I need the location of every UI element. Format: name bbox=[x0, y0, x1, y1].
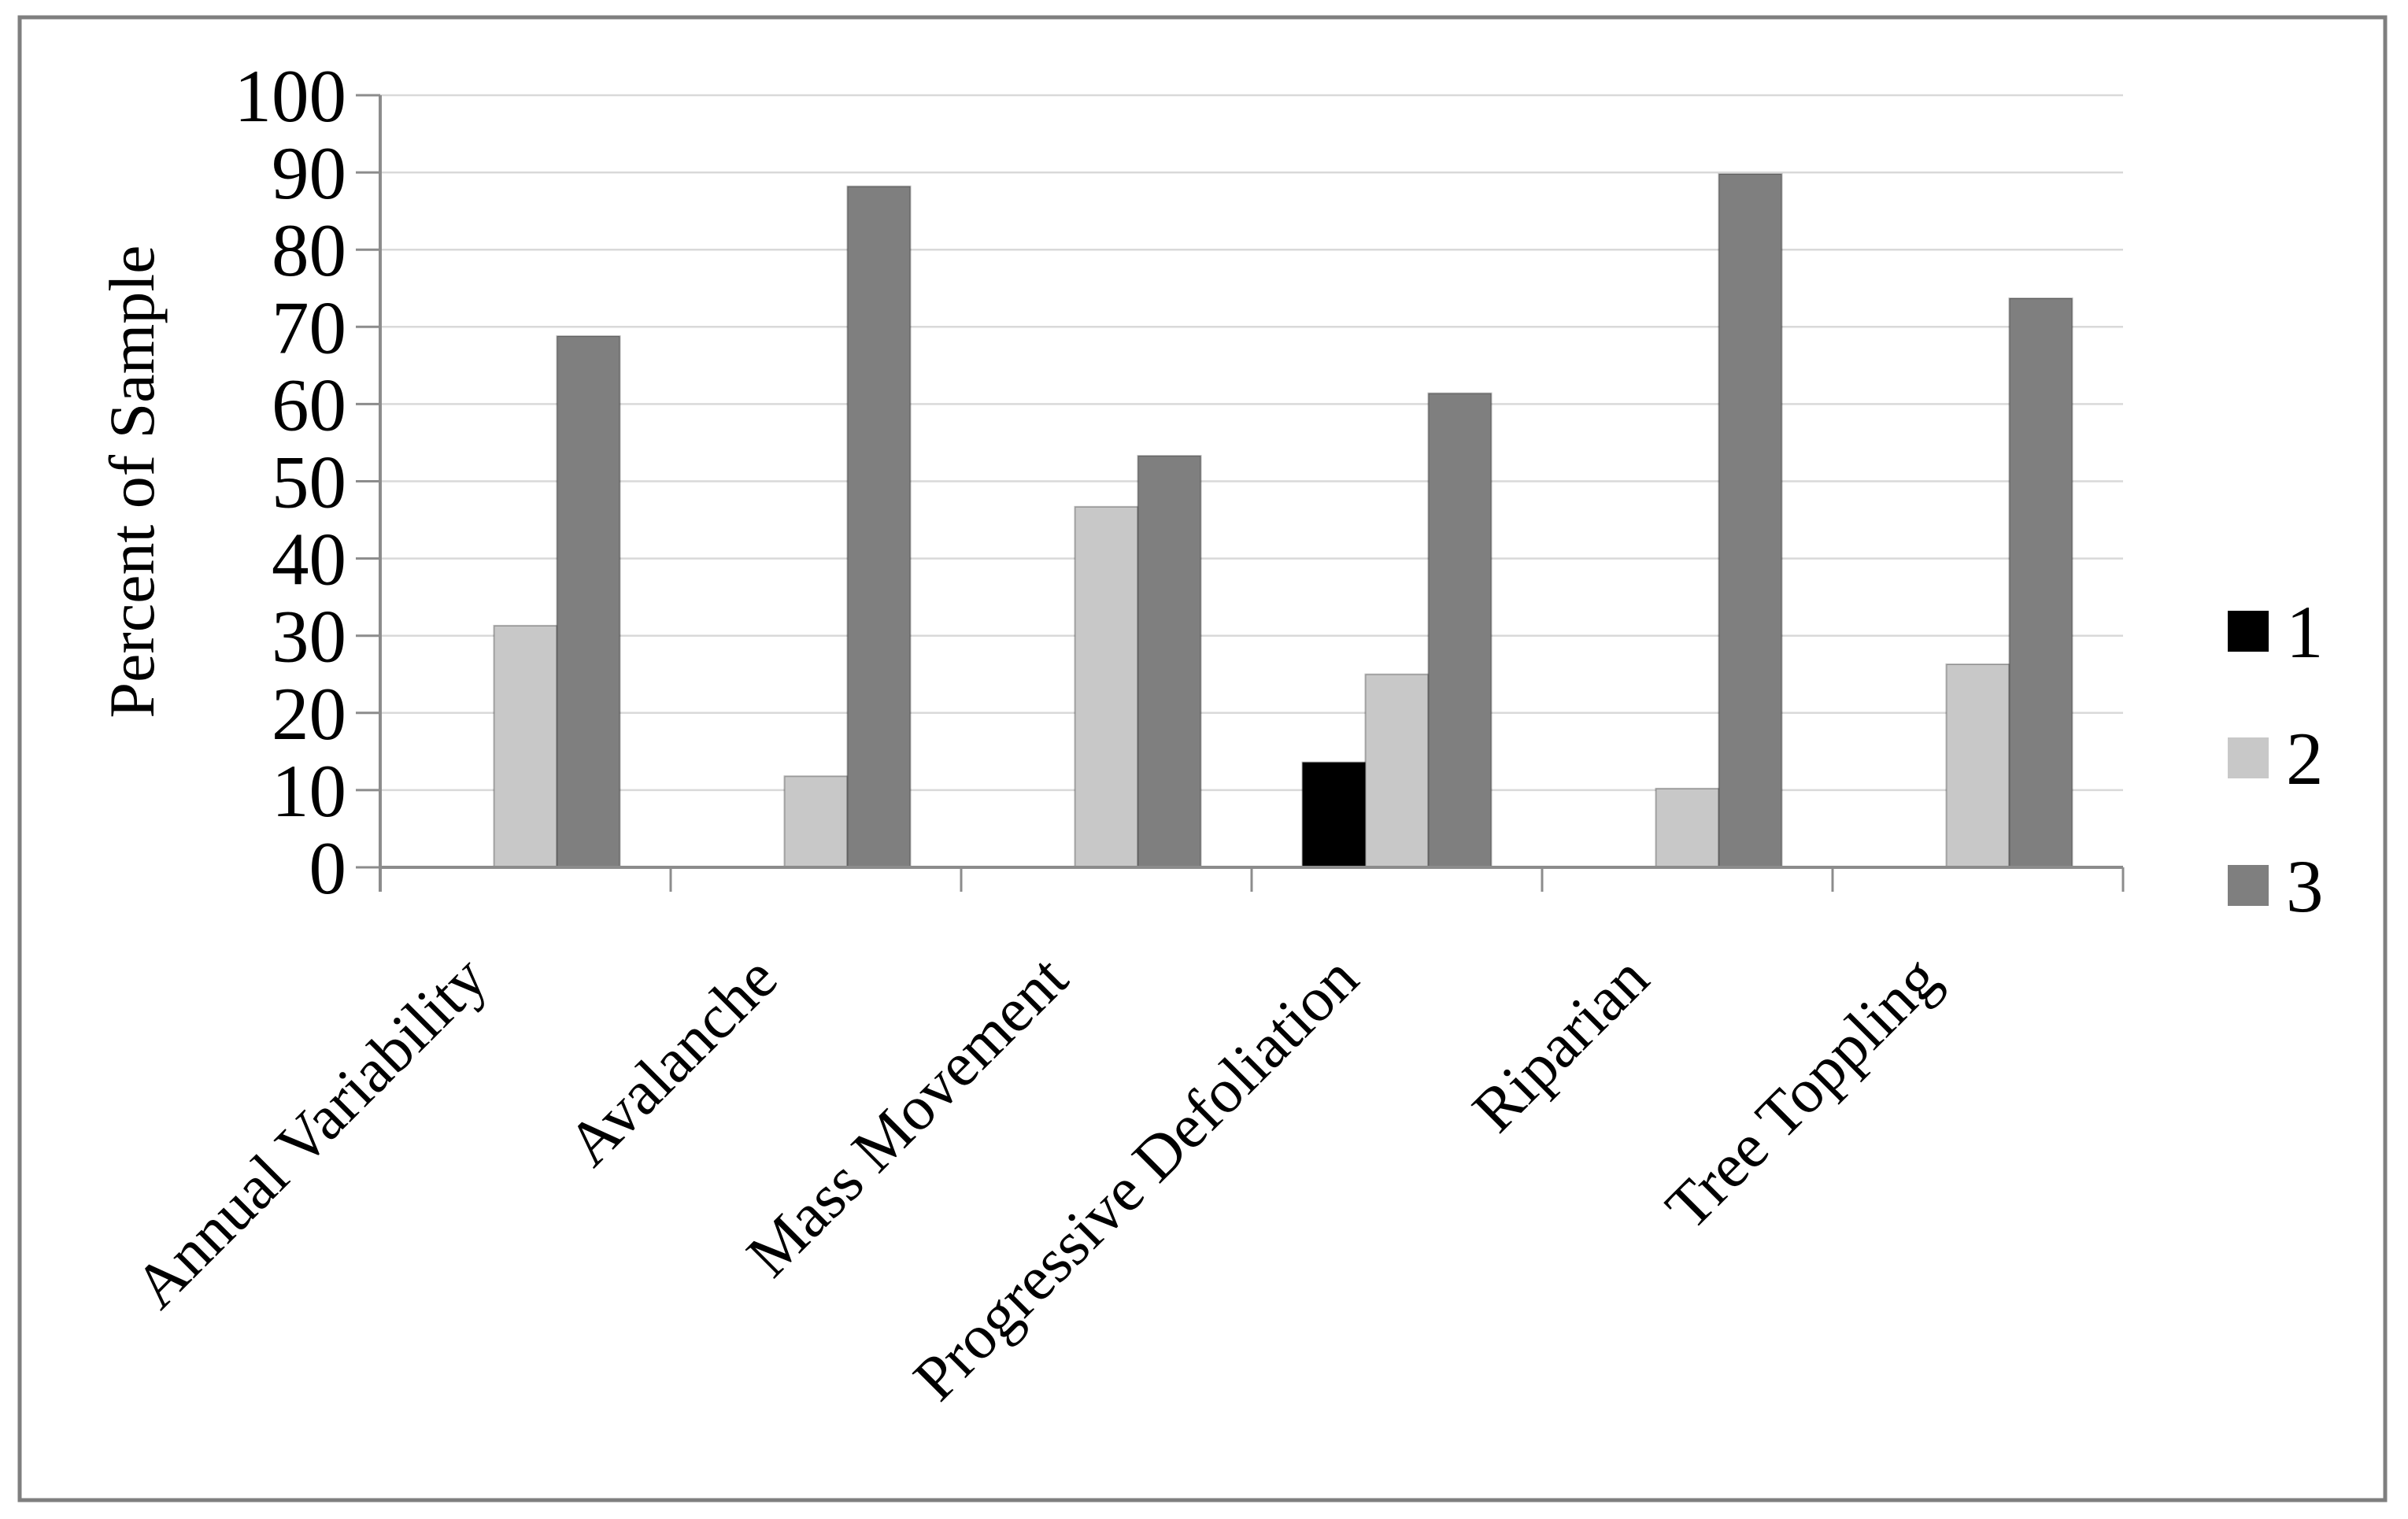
bar-riparian-series-3 bbox=[1718, 173, 1783, 868]
y-tick-label-20: 20 bbox=[272, 672, 346, 756]
legend: 1 2 3 bbox=[2228, 590, 2324, 928]
bar-avalanche-series-2 bbox=[783, 775, 849, 869]
bar-tree-toppling-series-3 bbox=[2008, 298, 2073, 868]
bar-progressive-defoliation-series-3 bbox=[1427, 392, 1493, 868]
y-tick-label-90: 90 bbox=[272, 131, 346, 215]
y-tick-label-40: 40 bbox=[272, 518, 346, 601]
legend-swatch-2 bbox=[2228, 737, 2269, 778]
bar-avalanche-series-3 bbox=[846, 185, 912, 868]
y-tick-label-60: 60 bbox=[272, 363, 346, 446]
y-tick-label-70: 70 bbox=[272, 286, 346, 369]
bar-mass-movement-series-3 bbox=[1137, 455, 1202, 868]
bar-annual-variability-series-3 bbox=[556, 335, 621, 868]
y-tick-label-10: 10 bbox=[272, 749, 346, 833]
legend-label-3: 3 bbox=[2286, 845, 2324, 928]
bar-mass-movement-series-2 bbox=[1074, 505, 1139, 868]
y-tick-label-80: 80 bbox=[272, 209, 346, 292]
legend-swatch-3 bbox=[2228, 865, 2269, 906]
bar-riparian-series-2 bbox=[1655, 787, 1720, 868]
bar-progressive-defoliation-series-1 bbox=[1301, 761, 1367, 868]
legend-label-2: 2 bbox=[2286, 717, 2324, 800]
bar-annual-variability-series-2 bbox=[493, 624, 558, 869]
y-tick-label-50: 50 bbox=[272, 441, 346, 524]
x-axis-ticks bbox=[379, 867, 2125, 892]
bar-progressive-defoliation-series-2 bbox=[1364, 673, 1430, 868]
legend-label-1: 1 bbox=[2286, 590, 2324, 674]
bar-tree-toppling-series-2 bbox=[1945, 663, 2010, 868]
y-tick-label-100: 100 bbox=[235, 54, 347, 138]
figure-border bbox=[17, 15, 2388, 1502]
y-axis-title: Percent of Sample bbox=[96, 245, 168, 718]
y-tick-label-30: 30 bbox=[272, 595, 346, 678]
gridlines bbox=[380, 94, 2123, 792]
y-tick-label-0: 0 bbox=[309, 826, 347, 910]
legend-swatch-1 bbox=[2228, 611, 2269, 652]
